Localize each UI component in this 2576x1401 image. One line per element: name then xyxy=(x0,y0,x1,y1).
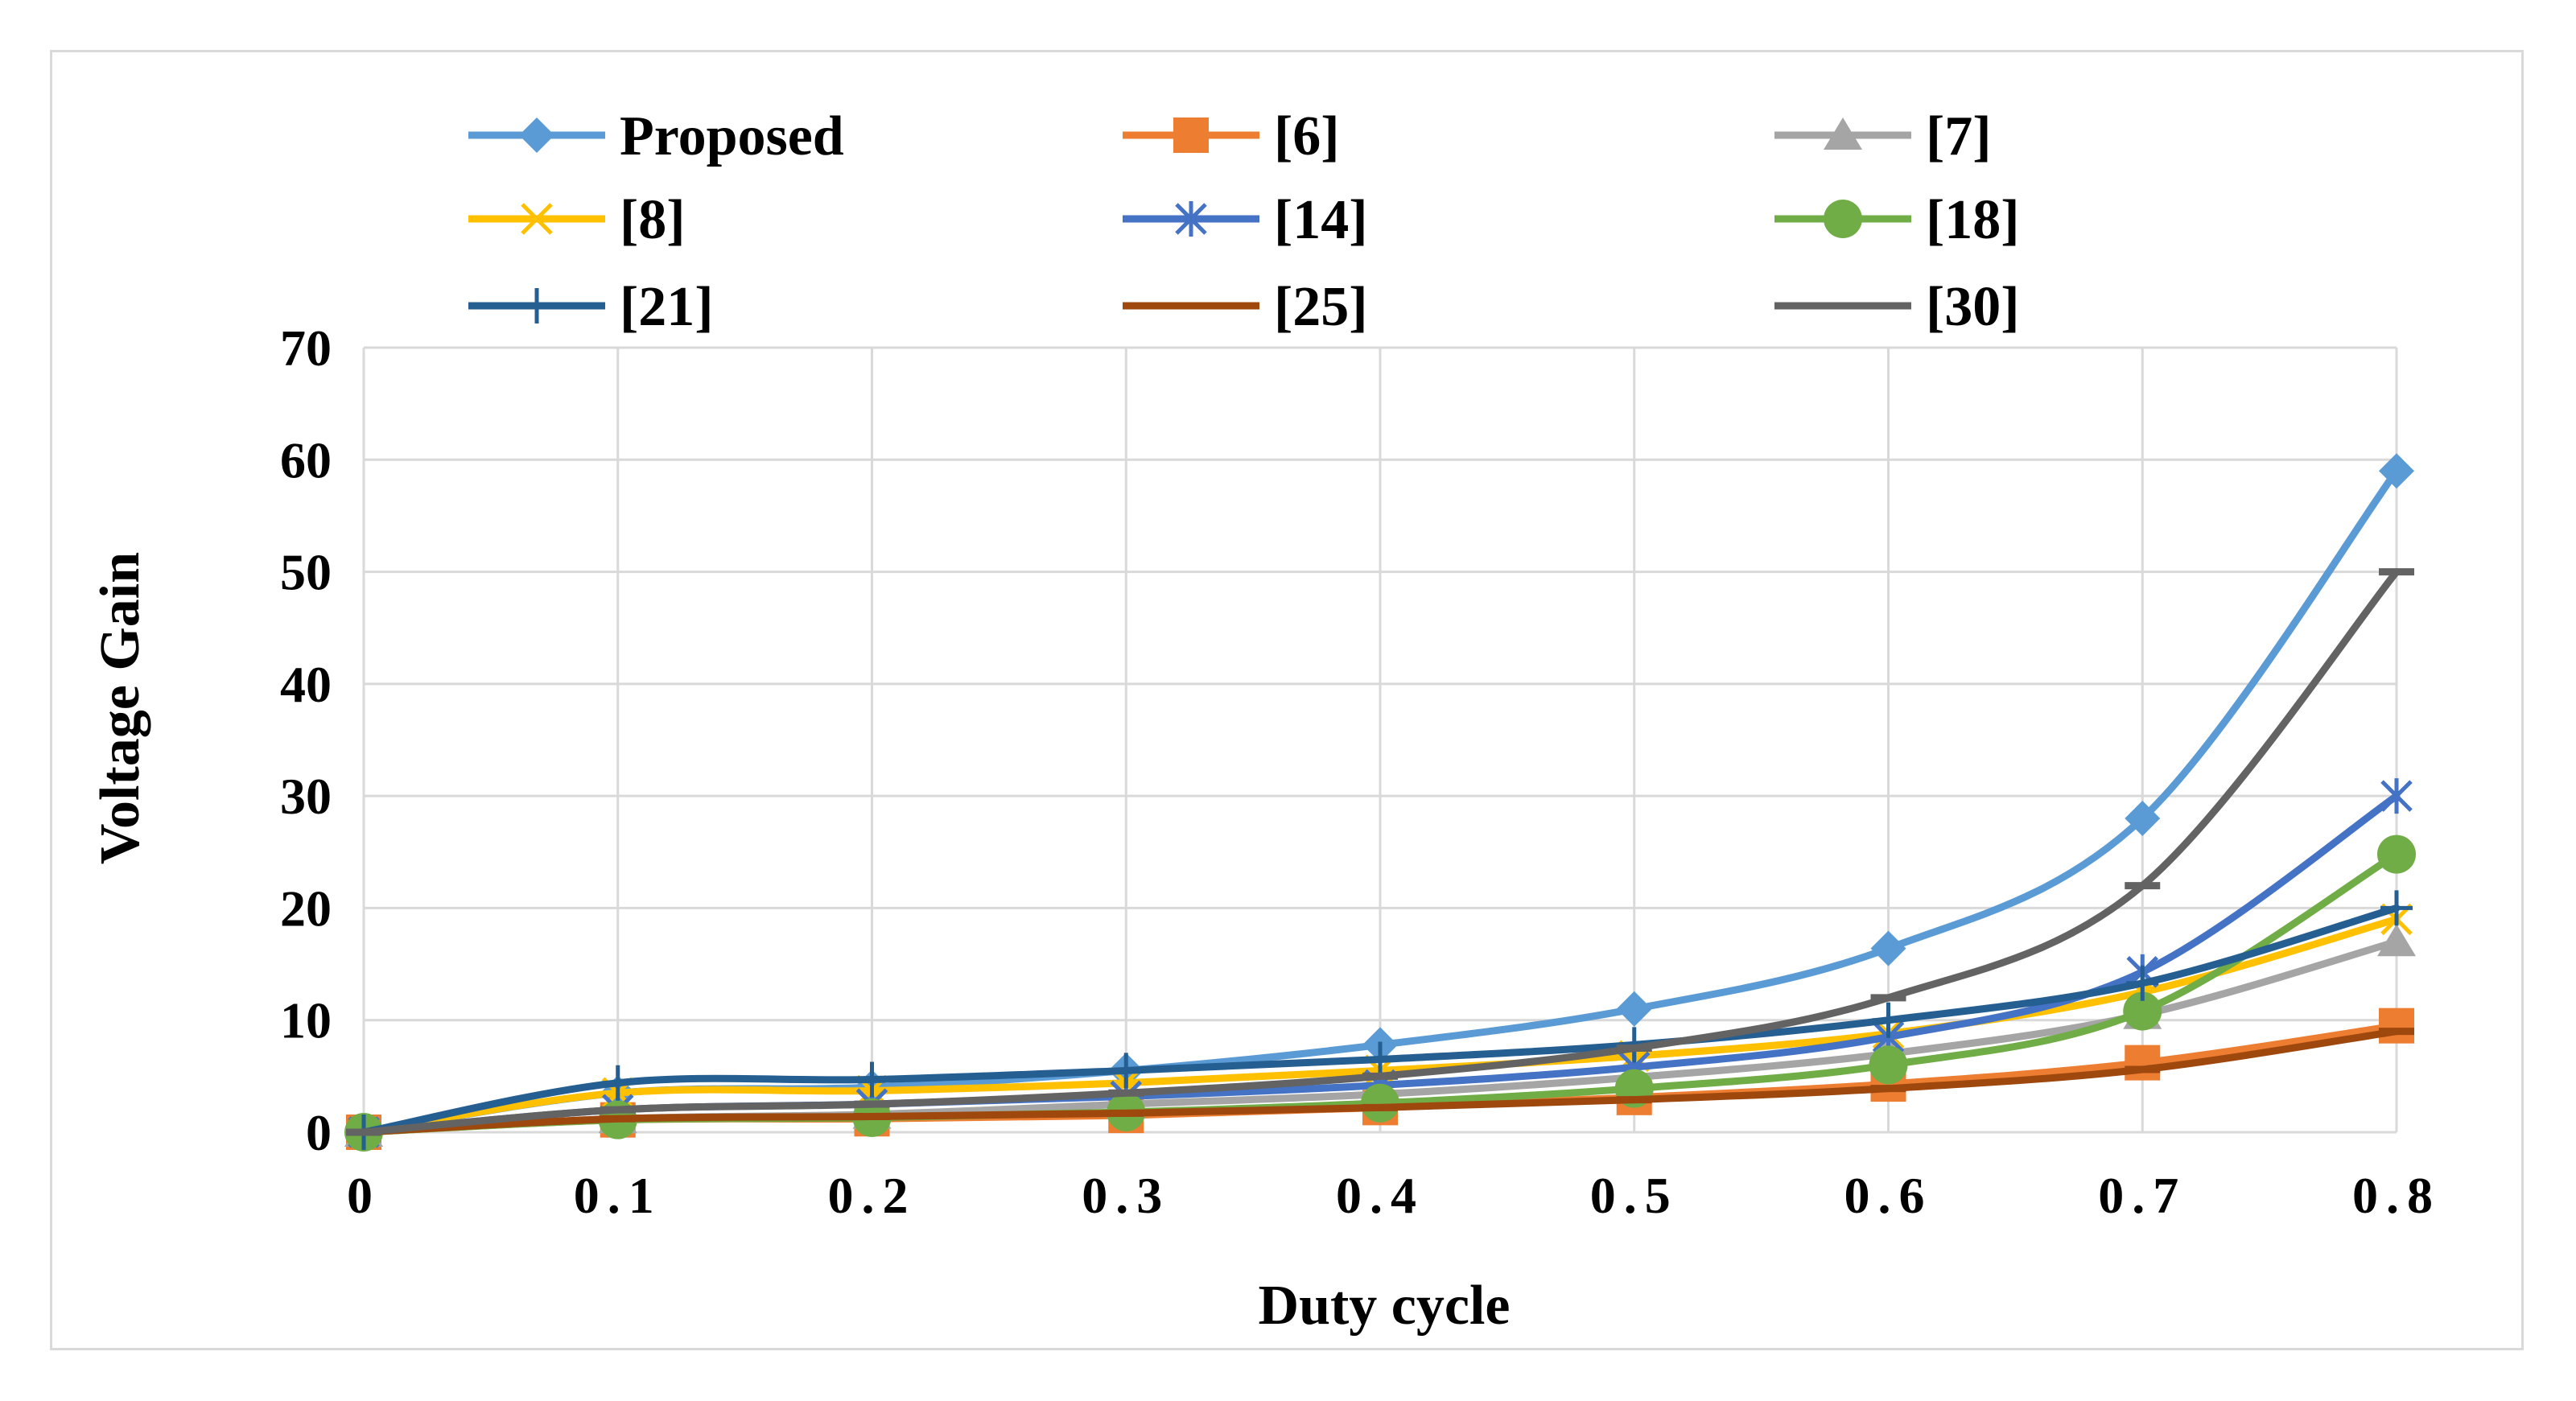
y-tick-label: 40 xyxy=(280,656,332,713)
legend-entry: [6] xyxy=(1123,105,1340,167)
series-line xyxy=(360,568,2401,1136)
y-tick-label: 20 xyxy=(280,880,332,937)
y-tick-label: 0 xyxy=(306,1104,332,1161)
legend-label: [30] xyxy=(1926,276,2020,338)
legend-marker xyxy=(1824,117,1862,150)
legend-entry: [21] xyxy=(468,276,714,338)
legend-label: [21] xyxy=(620,276,714,338)
y-tick-label: 50 xyxy=(280,544,332,601)
legend-label: Proposed xyxy=(620,105,844,167)
series-30 xyxy=(346,568,2414,1136)
data-point xyxy=(1364,1041,1396,1078)
y-axis-title: Voltage Gain xyxy=(89,552,151,864)
data-point xyxy=(1869,1045,1908,1085)
data-point xyxy=(2123,991,2162,1031)
data-point xyxy=(2377,834,2416,874)
data-point xyxy=(1110,1053,1143,1089)
legend-entry: Proposed xyxy=(468,105,844,167)
legend-label: [6] xyxy=(1274,105,1340,167)
x-tick-label: 0.4 xyxy=(1336,1167,1424,1224)
legend-entry: [8] xyxy=(468,189,686,251)
data-point xyxy=(2377,924,2416,957)
data-point xyxy=(2125,1045,2161,1081)
x-tick-label: 0.7 xyxy=(2098,1167,2187,1224)
x-tick-label: 0.8 xyxy=(2352,1167,2441,1224)
data-point xyxy=(2125,801,2161,836)
series-group xyxy=(344,453,2416,1152)
data-point xyxy=(2380,778,2413,814)
x-axis-title: Duty cycle xyxy=(1259,1275,1511,1337)
data-point xyxy=(1361,1083,1399,1123)
legend-entry: [25] xyxy=(1123,276,1368,338)
legend-entry: [18] xyxy=(1774,189,2020,251)
data-point xyxy=(601,1065,634,1101)
data-point xyxy=(1616,991,1652,1027)
legend-label: [18] xyxy=(1926,189,2020,251)
axes xyxy=(362,348,2397,1134)
data-point xyxy=(855,1061,888,1098)
x-tick-label: 0.2 xyxy=(828,1167,917,1224)
y-tick-label: 10 xyxy=(280,992,332,1049)
legend-marker xyxy=(521,288,553,323)
legend-entry: [30] xyxy=(1774,276,2020,338)
legend-label: [7] xyxy=(1926,105,1992,167)
y-tick-labels: 0 10 20 30 40 50 60 70 xyxy=(280,319,332,1161)
y-tick-label: 70 xyxy=(280,319,332,377)
x-tick-label: 0.1 xyxy=(574,1167,662,1224)
x-tick-label: 0.6 xyxy=(1844,1167,1933,1224)
data-point xyxy=(2380,890,2413,926)
x-tick-label: 0.3 xyxy=(1082,1167,1170,1224)
legend-marker xyxy=(1173,117,1209,153)
data-point xyxy=(2126,965,2159,1001)
legend-label: [14] xyxy=(1274,189,1368,251)
legend-marker xyxy=(521,203,553,235)
x-tick-labels: 0 0.1 0.2 0.3 0.4 0.5 0.6 0.7 0.8 xyxy=(347,1167,2441,1224)
y-tick-label: 30 xyxy=(280,768,332,825)
x-tick-label: 0 xyxy=(347,1167,381,1224)
chart-frame xyxy=(50,50,2524,1350)
data-point xyxy=(2379,453,2414,489)
gridlines xyxy=(364,346,2398,1132)
legend-label: [25] xyxy=(1274,276,1368,338)
legend-marker xyxy=(1175,201,1207,237)
data-point xyxy=(2379,1007,2414,1044)
legend-entry: [14] xyxy=(1123,189,1368,251)
legend-marker xyxy=(1824,200,1862,238)
legend-entry: [7] xyxy=(1774,105,1992,167)
data-point xyxy=(1872,1002,1905,1038)
data-point xyxy=(1870,930,1906,966)
legend-marker xyxy=(519,117,554,153)
y-tick-label: 60 xyxy=(280,431,332,488)
legend: Proposed [6] [7] [8] [14] [18] [21] [25] [30] xyxy=(468,105,2020,338)
legend-label: [8] xyxy=(620,189,686,251)
x-tick-label: 0.5 xyxy=(1590,1167,1679,1224)
